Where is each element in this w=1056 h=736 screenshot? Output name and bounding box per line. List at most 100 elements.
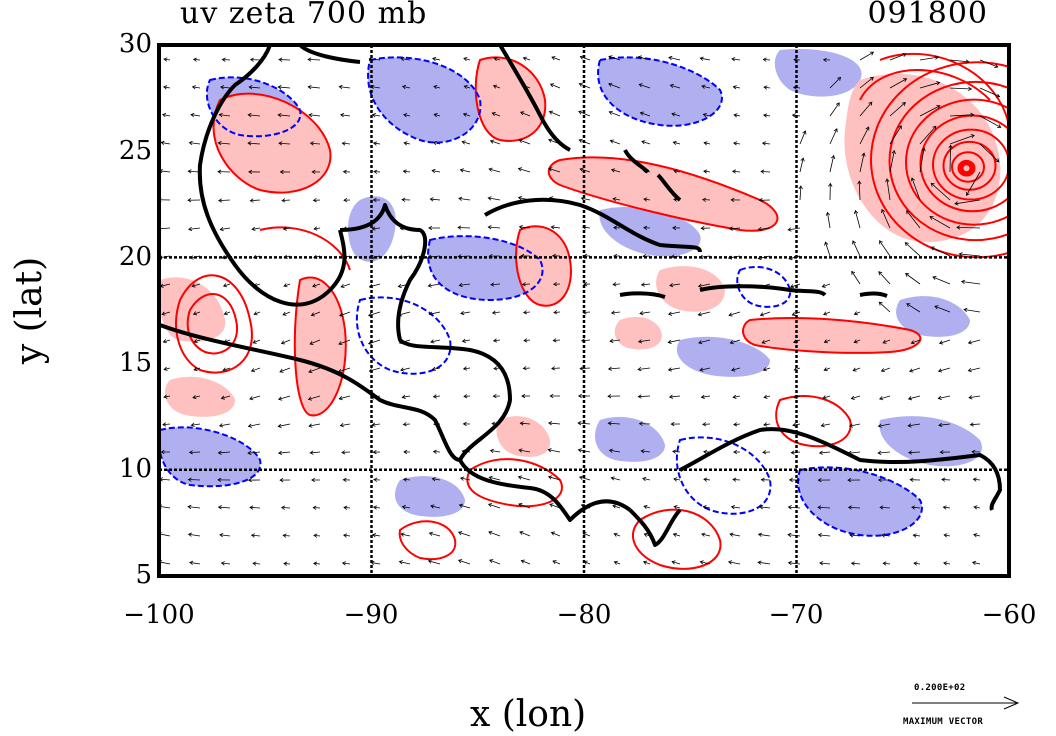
wind-vector-head (342, 169, 347, 174)
wind-vector-head (461, 140, 466, 145)
wind-vector (283, 283, 291, 287)
wind-vector-head (837, 76, 842, 81)
wind-vector-head (906, 303, 911, 307)
wind-vector (821, 423, 831, 427)
wind-vector-head (457, 225, 462, 230)
wind-vector (159, 478, 171, 481)
wind-vector-head (702, 112, 707, 118)
wind-vector (889, 125, 902, 145)
wind-vector-head (578, 138, 583, 143)
wind-vector-head (312, 198, 317, 203)
wind-vector (252, 227, 261, 230)
wind-vector-head (459, 168, 464, 173)
wind-vector-head (847, 505, 852, 510)
wind-vector-head (608, 82, 613, 87)
wind-vector (878, 301, 891, 313)
wind-vector (614, 561, 621, 565)
wind-vector (889, 53, 907, 61)
wind-vector-head (880, 368, 885, 373)
wind-vector-head (857, 180, 862, 185)
wind-vector (824, 241, 831, 257)
wind-vector-head (733, 449, 738, 455)
wind-vector (938, 395, 951, 399)
wind-vector (372, 534, 381, 537)
wind-vector (858, 181, 861, 201)
wind-vector (338, 367, 351, 373)
wind-vector (851, 395, 861, 399)
wind-vector (192, 395, 201, 399)
wind-vector-head (638, 83, 643, 88)
wind-vector (218, 142, 231, 145)
wind-vector (954, 199, 981, 205)
wind-vector (949, 59, 969, 63)
wind-vector (278, 114, 291, 117)
wind-vector (310, 142, 321, 145)
wind-vector (339, 86, 351, 89)
wind-vector-head (909, 477, 914, 482)
wind-vector-head (551, 366, 556, 371)
wind-vector (460, 311, 471, 314)
wind-vector-head (730, 505, 736, 510)
wind-vector-head (758, 198, 763, 203)
plot-frame (157, 43, 1011, 578)
wind-vector-head (521, 282, 526, 287)
wind-vector-head (339, 312, 344, 317)
wind-vector (549, 111, 561, 117)
wind-vector-head (217, 477, 222, 483)
wind-vector-head (403, 449, 408, 455)
wind-vector-head (828, 182, 833, 187)
wind-vector (608, 422, 621, 425)
wind-vector-head (819, 561, 824, 566)
wind-vector-head (612, 197, 617, 202)
wind-vector-head (932, 125, 937, 130)
wind-vector (906, 210, 921, 229)
coastline (159, 45, 1002, 547)
wind-vector (883, 562, 891, 565)
wind-vector-head (817, 533, 822, 538)
wind-vector (430, 339, 441, 343)
wind-vector (829, 128, 838, 145)
wind-vector-head (934, 305, 939, 310)
wind-vector-head (902, 78, 908, 82)
wind-vector-head (343, 533, 348, 538)
y-tick-label: 10 (118, 454, 152, 484)
wind-vector-head (192, 57, 198, 62)
wind-vector-head (882, 339, 887, 344)
wind-vector (698, 283, 711, 287)
wind-vector (189, 562, 201, 565)
wind-vector (308, 423, 321, 427)
wind-vector-head (865, 126, 870, 131)
wind-vector-head (310, 312, 315, 317)
wind-vector-head (312, 505, 317, 510)
wind-vector-head (877, 423, 882, 428)
wind-vector-head (853, 209, 859, 215)
wind-vector-head (462, 112, 468, 117)
wind-vector-head (904, 242, 909, 247)
wind-vector-head (371, 113, 376, 118)
wind-vector-head (908, 450, 913, 455)
wind-vector-head (309, 341, 314, 345)
wind-vector (191, 283, 201, 287)
wind-vector-head (642, 560, 648, 565)
wind-vector (340, 114, 351, 117)
wind-vector (881, 209, 891, 229)
wind-vector-head (219, 532, 224, 538)
wind-vector-head (523, 338, 528, 343)
wind-vector-head (403, 141, 408, 146)
wind-vector (283, 227, 291, 230)
wind-vector-head (218, 198, 223, 203)
wind-vector-head (247, 477, 252, 483)
x-axis-label: x (lon) (470, 694, 587, 735)
wind-vector-head (160, 140, 165, 146)
wind-vector (968, 367, 981, 372)
wind-vector-head (428, 225, 433, 231)
wind-vector-head (463, 84, 468, 90)
wind-vector (518, 168, 531, 173)
wind-vector-head (340, 112, 345, 118)
wind-vector (909, 367, 921, 372)
wind-vector-head (549, 503, 554, 508)
wind-vector (609, 339, 621, 342)
wind-vector (932, 276, 951, 285)
wind-vector-head (249, 198, 254, 203)
wind-vector-head (249, 396, 254, 401)
